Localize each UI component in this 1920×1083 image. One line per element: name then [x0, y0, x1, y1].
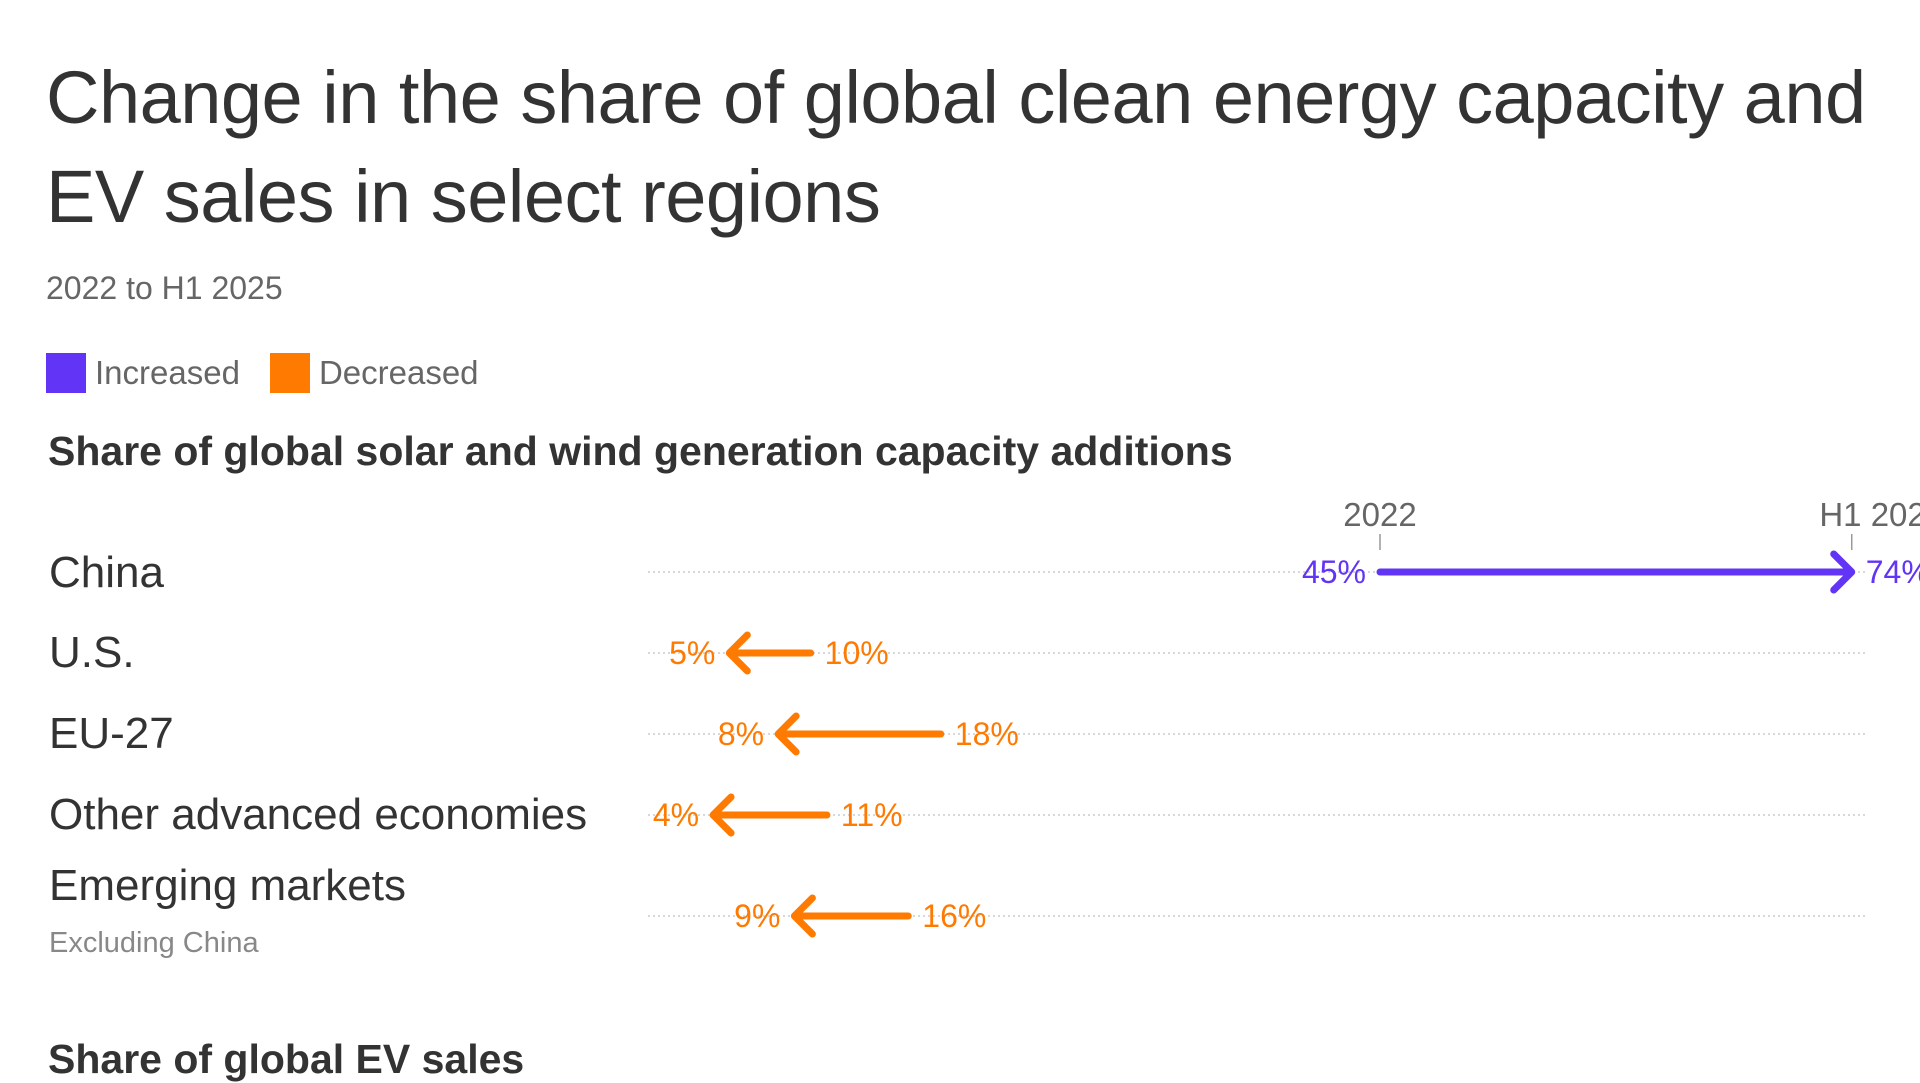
value-label-start-emerging-markets: 16%	[922, 898, 986, 934]
value-label-start-u-s: 10%	[825, 635, 889, 671]
value-label-end-other-advanced-economies: 4%	[653, 797, 699, 833]
legend-swatch-decreased	[269, 353, 310, 393]
axis-label-start-year: 2022	[1343, 496, 1416, 533]
value-label-end-emerging-markets: 9%	[734, 898, 780, 934]
legend-label-increased: Increased	[95, 354, 240, 391]
value-label-end-eu-27: 8%	[718, 716, 764, 752]
value-label-start-china: 45%	[1302, 554, 1366, 590]
value-label-start-eu-27: 18%	[955, 716, 1019, 752]
arrow-head-eu-27	[774, 712, 800, 756]
value-label-end-u-s: 5%	[669, 635, 715, 671]
category-label-emerging-markets: Emerging markets	[49, 861, 406, 910]
arrow-head-emerging-markets	[790, 894, 816, 938]
category-label-other-advanced-economies: Other advanced economies	[49, 790, 587, 839]
category-sublabel-emerging-markets: Excluding China	[49, 927, 259, 959]
value-label-end-china: 74%	[1866, 554, 1920, 590]
category-label-u-s: U.S.	[49, 628, 135, 677]
legend-item-increased: Increased	[46, 353, 240, 393]
arrow-head-china	[1830, 550, 1856, 594]
section-title-ev-sales: Share of global EV sales	[48, 1036, 525, 1082]
section-title-solar-wind: Share of global solar and wind generatio…	[48, 428, 1233, 474]
category-label-eu-27: EU-27	[49, 709, 174, 758]
page-title: Change in the share of global clean ener…	[46, 56, 1866, 238]
arrow-head-u-s	[725, 631, 751, 675]
legend-label-decreased: Decreased	[318, 354, 479, 391]
value-label-start-other-advanced-economies: 11%	[841, 797, 903, 833]
axis-label-end-year: H1 2025	[1819, 496, 1920, 533]
category-label-china: China	[49, 548, 164, 597]
legend-swatch-increased	[46, 353, 86, 393]
subtitle: 2022 to H1 2025	[46, 270, 283, 306]
arrow-head-other-advanced-economies	[709, 793, 735, 837]
legend-item-decreased: Decreased	[269, 353, 479, 393]
legend: Increased Decreased	[46, 352, 509, 394]
